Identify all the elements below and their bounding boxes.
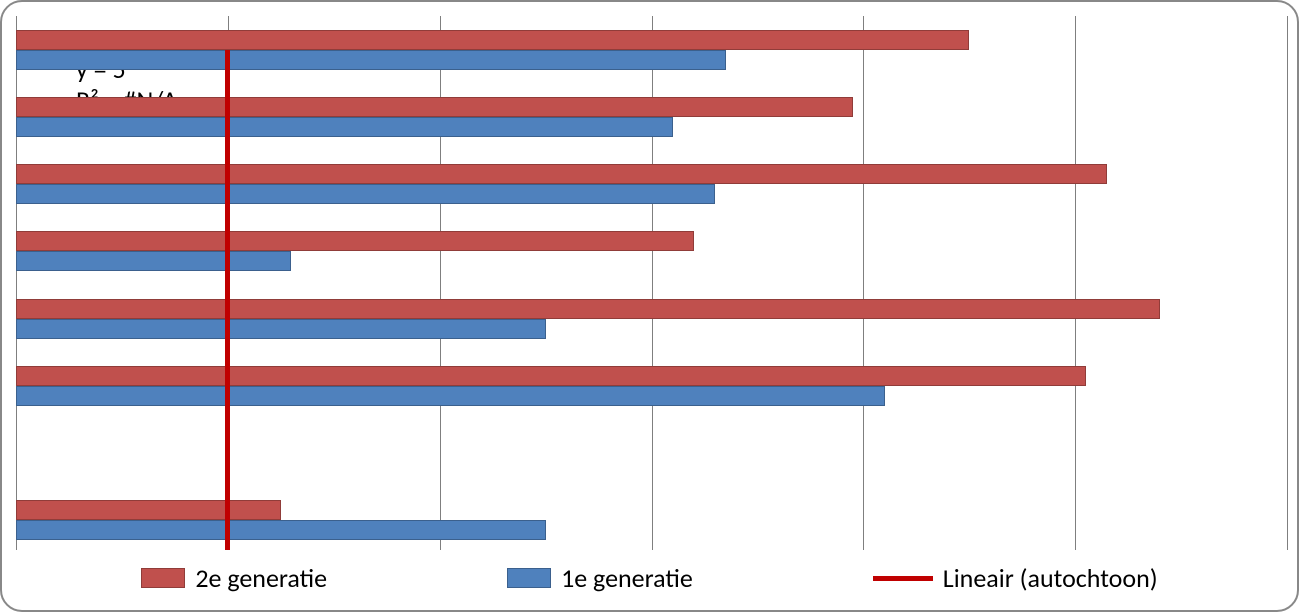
bar-2e-generatie <box>16 231 694 251</box>
legend-label-1e-generatie: 1e generatie <box>561 562 693 594</box>
legend-item-2e-generatie: 2e generatie <box>141 562 327 594</box>
bar-2e-generatie <box>16 366 1086 386</box>
bar-1e-generatie <box>16 117 673 137</box>
gridline <box>863 16 864 550</box>
legend-swatch-1e-generatie <box>507 568 551 588</box>
legend-item-lineair: Lineair (autochtoon) <box>873 562 1158 594</box>
bar-2e-generatie <box>16 97 853 117</box>
bar-2e-generatie <box>16 164 1107 184</box>
gridline <box>1075 16 1076 550</box>
bar-2e-generatie <box>16 299 1160 319</box>
chart-frame: y = 5 R² = #N/A 2e generatie 1e generati… <box>0 0 1299 612</box>
bar-1e-generatie <box>16 184 715 204</box>
trendline <box>225 50 230 550</box>
gridline <box>1287 16 1288 550</box>
bar-2e-generatie <box>16 30 969 50</box>
bar-1e-generatie <box>16 251 291 271</box>
legend-item-1e-generatie: 1e generatie <box>507 562 693 594</box>
bar-1e-generatie <box>16 520 546 540</box>
legend-label-lineair: Lineair (autochtoon) <box>943 562 1158 594</box>
legend-swatch-2e-generatie <box>141 568 185 588</box>
bar-1e-generatie <box>16 386 885 406</box>
bar-1e-generatie <box>16 319 546 339</box>
bar-2e-generatie <box>16 500 281 520</box>
legend-line-lineair <box>873 576 933 581</box>
legend: 2e generatie 1e generatie Lineair (autoc… <box>16 558 1283 598</box>
bar-1e-generatie <box>16 50 726 70</box>
legend-label-2e-generatie: 2e generatie <box>195 562 327 594</box>
plot-area: y = 5 R² = #N/A <box>16 16 1283 550</box>
